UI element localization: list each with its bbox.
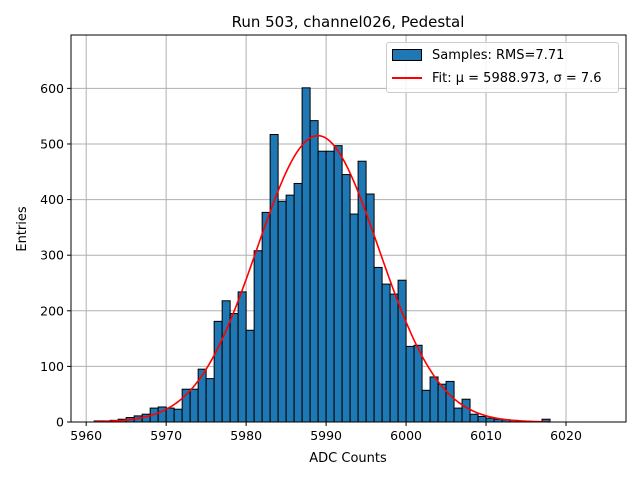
x-tick-label: 6020 <box>550 428 582 443</box>
histogram-bar <box>293 182 303 423</box>
fit-curve <box>94 134 551 423</box>
y-tick-label: 200 <box>40 303 64 318</box>
histogram-bar <box>309 120 319 423</box>
histogram-bar <box>341 174 351 423</box>
legend-patch-icon <box>392 49 422 61</box>
histogram-bar <box>421 389 431 423</box>
histogram-bar <box>229 313 239 423</box>
histogram-bar <box>445 380 455 423</box>
legend-entry-fit: Fit: μ = 5988.973, σ = 7.6 <box>392 69 602 87</box>
histogram-bar <box>325 150 335 423</box>
histogram-bar <box>285 194 295 423</box>
plot-frame <box>70 34 627 423</box>
histogram-bar <box>277 200 287 423</box>
histogram-bar <box>197 368 207 423</box>
legend-label-samples: Samples: RMS=7.71 <box>432 47 565 63</box>
y-axis-label: Entries <box>15 206 30 252</box>
histogram-bar <box>373 266 383 423</box>
x-tick-label: 5980 <box>230 428 262 443</box>
histogram-bar <box>205 378 215 423</box>
histogram-bar <box>453 407 463 423</box>
y-tick-label: 500 <box>40 136 64 151</box>
histogram-bar <box>405 345 415 423</box>
histogram-bar <box>253 250 263 423</box>
histogram-bar <box>349 213 359 423</box>
legend-label-fit: Fit: μ = 5988.973, σ = 7.6 <box>432 70 602 86</box>
x-tick-label: 6010 <box>470 428 502 443</box>
y-tick-label: 300 <box>40 248 64 263</box>
histogram-bar <box>269 134 279 423</box>
histogram-bar <box>477 415 487 423</box>
histogram-bar <box>397 279 407 423</box>
histogram-bar <box>213 320 223 423</box>
histogram-bar <box>381 283 391 423</box>
histogram-bar <box>485 417 495 423</box>
x-tick-label: 6000 <box>390 428 422 443</box>
x-tick-label: 5970 <box>150 428 182 443</box>
histogram-bar <box>365 193 375 423</box>
x-tick-label: 5960 <box>70 428 102 443</box>
chart-title: Run 503, channel026, Pedestal <box>232 13 465 31</box>
histogram-bar <box>261 211 271 423</box>
histogram-bar <box>221 300 231 423</box>
legend-entry-samples: Samples: RMS=7.71 <box>392 46 564 64</box>
histogram-bar <box>461 398 471 423</box>
legend-line-icon <box>392 77 422 79</box>
histogram-bar <box>165 407 175 423</box>
histogram-bar <box>317 150 327 423</box>
histogram-bar <box>429 376 439 423</box>
y-tick-label: 400 <box>40 192 64 207</box>
y-tick-label: 600 <box>40 81 64 96</box>
histogram-bar <box>389 293 399 423</box>
histogram-bar <box>173 408 183 423</box>
histogram-bar <box>245 329 255 423</box>
x-axis-label: ADC Counts <box>309 451 387 466</box>
histogram-bar <box>237 291 247 423</box>
y-tick-label: 100 <box>40 359 64 374</box>
histogram-bar <box>413 344 423 423</box>
histogram-bar <box>189 388 199 423</box>
x-tick-label: 5990 <box>310 428 342 443</box>
histogram-bar <box>333 145 343 423</box>
histogram-bar <box>469 413 479 423</box>
legend: Samples: RMS=7.71 Fit: μ = 5988.973, σ =… <box>386 42 619 93</box>
y-tick-label: 0 <box>56 415 64 430</box>
